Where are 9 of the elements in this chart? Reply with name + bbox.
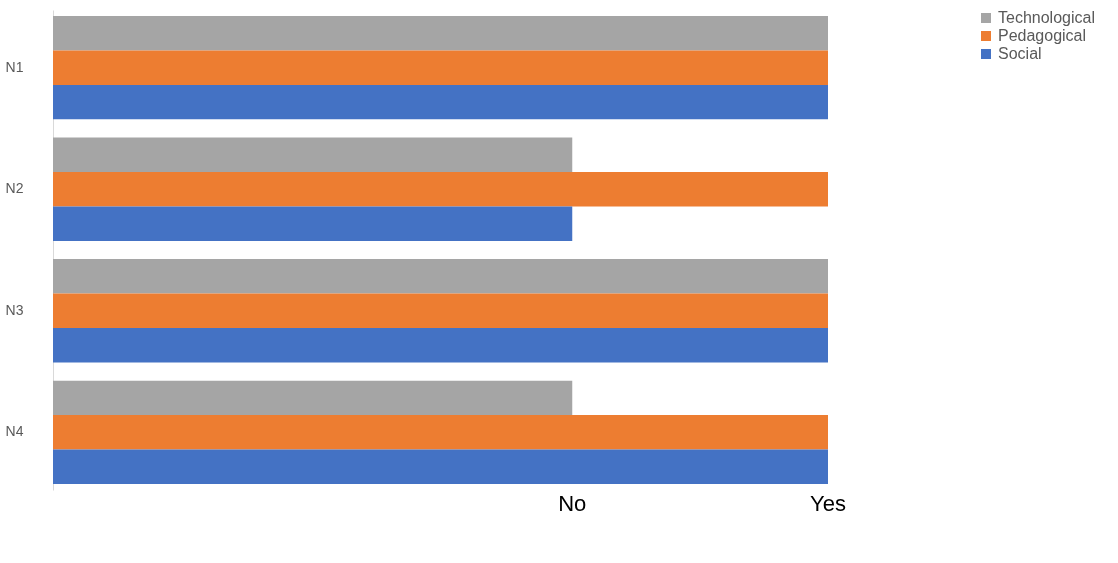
text: No bbox=[558, 491, 587, 516]
y-tick-label: N3 bbox=[5, 301, 24, 318]
legend-label: Technological bbox=[998, 9, 1095, 26]
y-tick-label: N1 bbox=[5, 58, 24, 75]
text: Yes bbox=[810, 491, 846, 516]
legend-label: Social bbox=[998, 45, 1042, 62]
legend-label: Pedagogical bbox=[998, 27, 1087, 44]
y-tick-label: N2 bbox=[5, 180, 24, 197]
y-tick-label: N4 bbox=[5, 423, 24, 440]
